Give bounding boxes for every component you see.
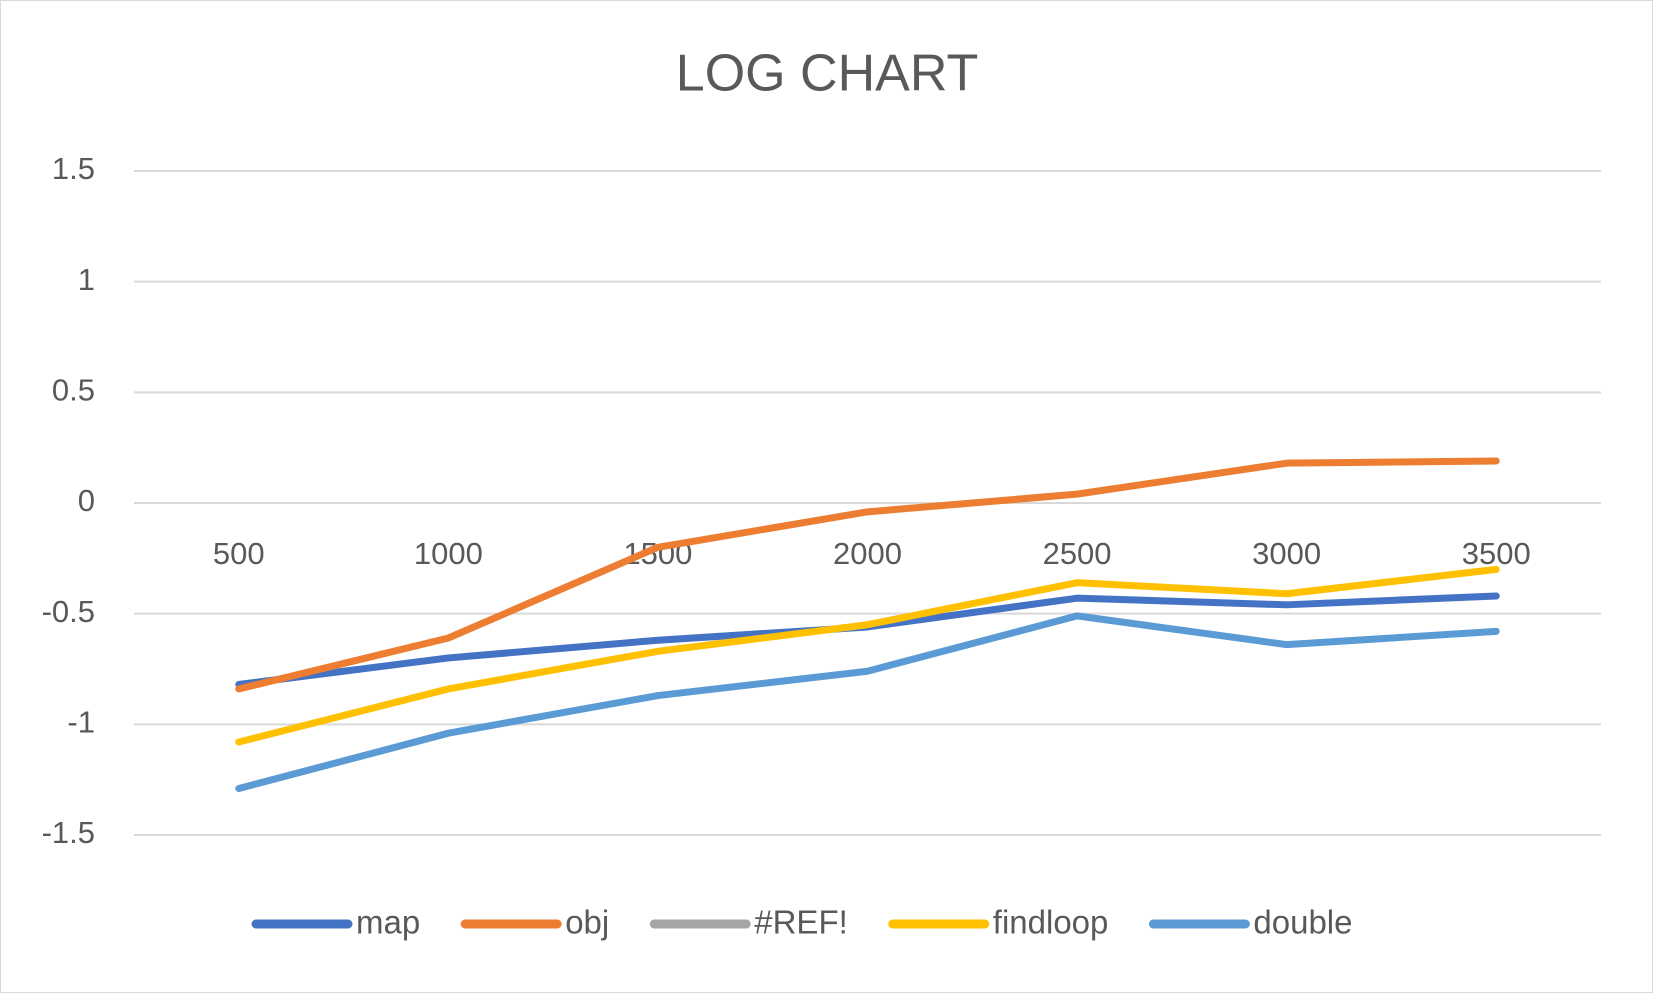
- y-tick-label: -0.5: [42, 594, 95, 629]
- x-tick-label: 2000: [833, 536, 902, 571]
- y-tick-label: 1.5: [52, 151, 95, 186]
- x-tick-label: 3000: [1252, 536, 1321, 571]
- y-tick-label: -1.5: [42, 815, 95, 850]
- x-tick-label: 500: [213, 536, 265, 571]
- series-line: [235, 612, 1500, 793]
- legend-label: findloop: [993, 904, 1109, 941]
- y-tick-label: 0: [78, 483, 95, 518]
- chart-title: LOG CHART: [676, 45, 978, 103]
- series-line: [235, 565, 1500, 746]
- y-tick-label: 0.5: [52, 373, 95, 408]
- legend-label: double: [1253, 904, 1352, 941]
- x-tick-label: 3500: [1462, 536, 1531, 571]
- x-tick-label: 1000: [414, 536, 483, 571]
- legend-label: #REF!: [754, 904, 848, 941]
- y-tick-label: -1: [67, 705, 95, 740]
- y-tick-label: 1: [78, 262, 95, 297]
- x-tick-label: 2500: [1043, 536, 1112, 571]
- series-line: [235, 457, 1500, 693]
- legend-label: map: [356, 904, 420, 941]
- legend-label: obj: [565, 904, 609, 941]
